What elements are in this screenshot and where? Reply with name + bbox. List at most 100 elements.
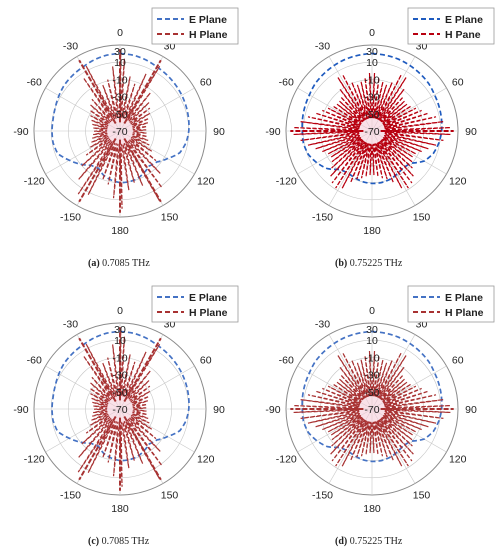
beam-spike [123,59,162,125]
beam-spike [123,137,162,203]
angle-tick-label: -120 [24,454,45,466]
series-line [293,72,451,189]
panel-label-d: (d) [335,536,348,547]
series-e-plane [51,52,190,184]
angle-tick-label: -30 [315,40,330,52]
angle-tick-label: 180 [111,225,129,237]
angle-tick-label: 150 [413,490,431,502]
caption-text-d: 0.75225 THz [349,536,403,547]
series-e-plane [301,52,443,185]
angle-tick-labels: 0 30 60 90 120 150 180 -150 -120 -90 -60 -30 [13,305,225,515]
angle-tick-label: 150 [413,212,431,224]
series-line [293,350,451,467]
angle-tick-label: -150 [312,212,333,224]
angle-tick-label: -90 [13,126,28,138]
radial-tick-label: -10 [364,352,379,364]
legend-label: E Plane [189,292,227,304]
angle-tick-label: 30 [164,318,176,330]
polar-chart-c: 3010-10-30-50-700306090120150180-150-120… [13,285,239,515]
radial-tick-label: 30 [366,324,378,336]
caption-text-b: 0.75225 THz [349,258,403,269]
legend-box [151,285,239,323]
radial-tick-label: -50 [112,387,127,399]
legend-box [407,7,495,45]
angle-tick-label: -90 [265,404,280,416]
radial-tick-label: -30 [364,92,379,104]
angle-tick-label: 60 [200,355,212,367]
radial-tick-label: 10 [114,57,126,69]
angle-tick-label: 180 [363,503,381,515]
series-fill [293,73,451,189]
angle-tick-label: 90 [213,404,225,416]
legend-box [407,285,495,323]
angle-tick-label: -60 [27,77,42,89]
series-e-plane [51,330,190,462]
radial-tick-label: -30 [364,370,379,382]
angle-tick-label: 30 [416,318,428,330]
radial-tick-label: 10 [366,57,378,69]
series-fill [78,328,162,487]
caption-text-c: 0.7085 THz [101,536,150,547]
series-fill [78,50,162,209]
legend-box [151,7,239,45]
series-h-plane [77,49,163,213]
radial-tick-label: -10 [364,74,379,86]
radial-tick-label: -70 [364,126,379,138]
radial-tick-label: -30 [112,92,127,104]
angle-tick-label: 90 [213,126,225,138]
angle-tick-label: -120 [276,454,297,466]
radial-tick-label: 10 [366,335,378,347]
radial-tick-label: -10 [112,74,127,86]
beam-spike [78,137,117,203]
series-h-plane [290,350,454,467]
angle-tick-label: 0 [369,27,375,39]
legend-label: H Plane [445,307,484,319]
angle-tick-label: 180 [111,503,129,515]
angle-tick-label: -90 [13,404,28,416]
angle-tick-label: 60 [452,77,464,89]
caption-text-a: 0.7085 THz [102,258,150,269]
caption-a: (a) 0.7085 THz [88,258,150,269]
polar-chart-a: 3010-10-30-50-700306090120150180-150-120… [13,7,239,237]
angle-tick-label: 0 [117,305,123,317]
radial-tick-label: 30 [366,46,378,58]
radial-tick-label: 10 [114,335,126,347]
radial-tick-label: -30 [112,370,127,382]
beam-spike [78,59,117,125]
legend-label: H Plane [189,307,228,319]
polar-chart-d: 3010-10-30-50-700306090120150180-150-120… [265,285,495,515]
angle-tick-label: 90 [465,404,477,416]
angle-tick-label: 0 [117,27,123,39]
legend: E Plane H Pane [407,7,495,45]
panel-label-c: (c) [88,536,100,547]
angle-tick-label: 90 [465,126,477,138]
angle-tick-label: 180 [363,225,381,237]
legend-label: E Plane [445,14,483,26]
angle-tick-label: 120 [197,454,215,466]
legend: E Plane H Plane [151,7,239,45]
angle-tick-label: 150 [161,212,179,224]
angle-tick-label: -60 [279,77,294,89]
radial-tick-label: -70 [112,126,127,138]
angle-tick-label: 30 [164,40,176,52]
panel-label-a: (a) [88,258,100,269]
angle-tick-labels: 0 30 60 90 120 150 180 -150 -120 -90 -60 -30 [13,27,225,237]
legend-label: E Plane [445,292,483,304]
radial-tick-label: -70 [112,404,127,416]
legend-label: H Pane [445,29,481,41]
angle-tick-label: -120 [276,176,297,188]
angle-tick-label: -120 [24,176,45,188]
panel-label-b: (b) [335,258,348,269]
angle-tick-label: -30 [63,318,78,330]
radial-tick-label: -50 [364,109,379,121]
series-fill [293,351,451,467]
angle-tick-label: 30 [416,40,428,52]
angle-tick-label: 120 [197,176,215,188]
legend: E Plane H Plane [407,285,495,323]
radial-tick-label: -50 [364,387,379,399]
angle-tick-label: -30 [315,318,330,330]
series-e-plane [301,330,443,463]
radial-tick-label: 30 [114,46,126,58]
